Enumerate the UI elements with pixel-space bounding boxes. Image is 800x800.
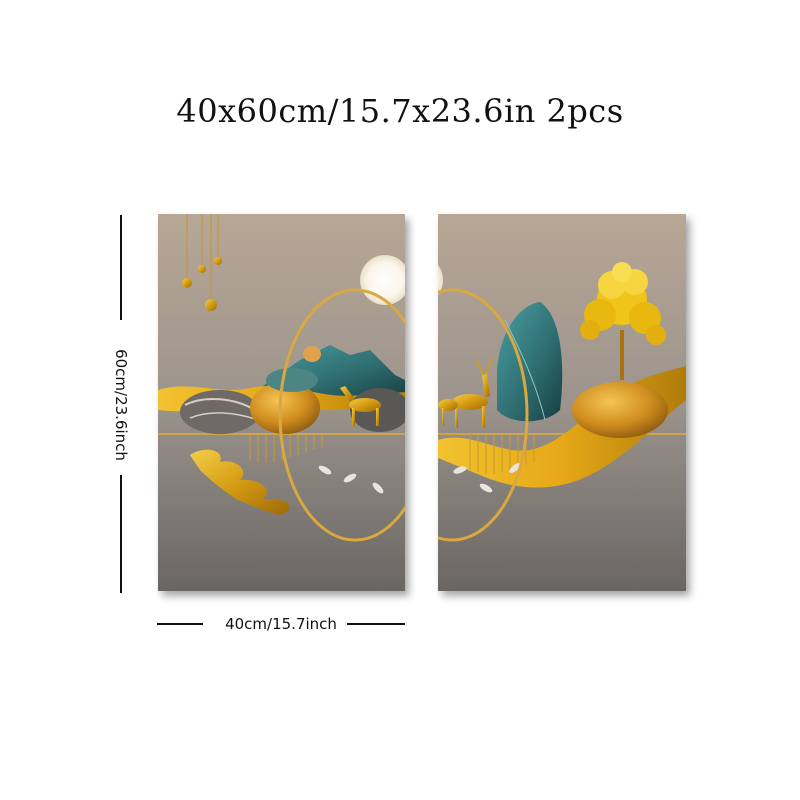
teal-leaf-stone <box>497 302 563 422</box>
left-canvas-panel <box>158 214 405 591</box>
height-dimension: 60cm/23.6inch <box>106 215 136 593</box>
gold-stone-left <box>250 382 320 434</box>
gold-deer-right <box>438 357 493 428</box>
product-title: 40x60cm/15.7x23.6in 2pcs <box>176 92 624 130</box>
width-dimension-line-right <box>347 623 405 625</box>
moon-right <box>438 265 443 295</box>
right-canvas-panel <box>438 214 686 591</box>
silver-fish-right <box>453 462 521 493</box>
teal-pebble <box>266 368 318 392</box>
width-dimension-line-left <box>157 623 203 625</box>
silver-fish-left <box>318 465 384 494</box>
gold-swirl-cloud <box>190 449 290 515</box>
hanging-gold-baubles <box>182 214 222 311</box>
gold-ring-left <box>278 288 405 542</box>
gold-ring-right <box>438 288 529 542</box>
width-dimension-label: 40cm/15.7inch <box>225 615 337 633</box>
height-dimension-line-top <box>120 215 122 320</box>
small-orange-pebble <box>303 346 321 362</box>
marble-stone <box>180 390 260 434</box>
height-dimension-line-bottom <box>120 475 122 593</box>
gold-deer-left <box>340 386 381 426</box>
moon-left <box>360 255 405 305</box>
golden-tree <box>580 262 666 380</box>
gold-stone-right <box>572 382 668 438</box>
width-dimension: 40cm/15.7inch <box>157 612 405 636</box>
